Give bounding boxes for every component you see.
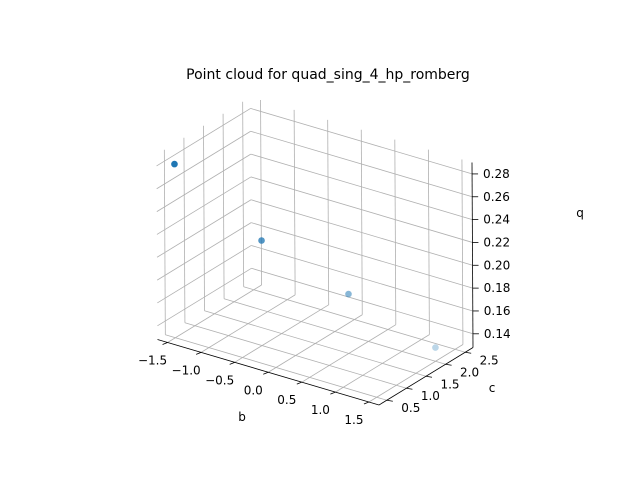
z-axis-label: q xyxy=(576,206,584,220)
x-tick-label: 0.5 xyxy=(277,393,296,407)
y-grid-floor xyxy=(184,322,407,389)
x-tick-mark xyxy=(330,391,336,395)
x-axis-label: b xyxy=(238,410,246,424)
z-grid-back-wall xyxy=(250,108,473,175)
y-grid-floor xyxy=(223,298,446,365)
chart-title: Point cloud for quad_sing_4_hp_romberg xyxy=(186,67,470,83)
x-grid-wall xyxy=(360,129,363,315)
x-tick-mark xyxy=(162,342,168,345)
y-tick-mark xyxy=(445,363,452,366)
y-grid-wall xyxy=(242,101,245,287)
z-grid-back-wall xyxy=(251,222,473,289)
y-tick-label: 2.0 xyxy=(460,365,479,379)
y-grid-floor xyxy=(204,310,427,377)
y-tick-mark xyxy=(465,351,472,354)
x-tick-mark xyxy=(363,401,370,405)
x-tick-mark xyxy=(195,352,202,355)
x-grid-wall xyxy=(427,149,430,335)
data-point xyxy=(258,237,265,244)
y-tick-label: 1.0 xyxy=(421,389,440,403)
y-grid-wall xyxy=(163,149,166,335)
y-grid-wall xyxy=(203,125,205,311)
y-grid-wall xyxy=(183,137,186,323)
y-axis-label: c xyxy=(489,381,496,395)
z-grid-left-wall xyxy=(156,222,252,281)
z-tick-label: 0.16 xyxy=(484,304,511,318)
z-grid-left-wall xyxy=(156,199,252,258)
z-tick-label: 0.28 xyxy=(483,167,510,181)
y-grid-floor xyxy=(165,334,387,401)
data-points xyxy=(171,160,439,351)
data-point xyxy=(432,344,439,351)
x-tick-mark xyxy=(263,371,269,375)
x-tick-label: −1.0 xyxy=(172,363,201,377)
grid-lines xyxy=(156,99,474,403)
z-tick-label: 0.14 xyxy=(484,327,511,341)
z-grid-left-wall xyxy=(156,108,251,167)
z-grid-left-wall xyxy=(157,245,252,304)
x-grid-wall xyxy=(327,119,330,305)
x-tick-label: −1.5 xyxy=(138,353,167,367)
x-grid-wall xyxy=(394,139,397,325)
y-tick-label: 0.5 xyxy=(401,401,420,415)
z-grid-left-wall xyxy=(156,130,251,190)
x-tick-label: −0.5 xyxy=(205,373,234,387)
z-tick-label: 0.18 xyxy=(484,281,511,295)
z-grid-back-wall xyxy=(250,176,473,243)
z-tick-label: 0.20 xyxy=(484,258,511,272)
y-tick-mark xyxy=(425,375,433,378)
z-grid-back-wall xyxy=(250,130,473,198)
data-point xyxy=(171,160,178,168)
y-tick-mark xyxy=(406,387,413,390)
x-grid-wall xyxy=(293,109,296,295)
z-tick-label: 0.26 xyxy=(483,190,510,204)
data-point xyxy=(345,290,352,298)
z-grid-back-wall xyxy=(250,153,473,220)
z-grid-back-wall xyxy=(251,267,474,335)
z-grid-left-wall xyxy=(156,153,252,212)
x-grid-wall xyxy=(461,159,464,345)
y-grid-wall xyxy=(222,113,225,299)
x-tick-mark xyxy=(296,381,302,385)
z-grid-left-wall xyxy=(157,267,252,327)
x-tick-label: 1.5 xyxy=(344,413,363,427)
z-tick-label: 0.22 xyxy=(483,235,510,249)
x-tick-mark xyxy=(229,361,235,365)
z-axis-line xyxy=(471,162,474,348)
x-tick-label: 1.0 xyxy=(311,403,330,417)
y-tick-label: 2.5 xyxy=(480,353,499,367)
x-tick-label: 0.0 xyxy=(244,383,263,397)
y-grid-floor xyxy=(243,286,466,353)
axis-lines xyxy=(157,162,479,406)
y-tick-label: 1.5 xyxy=(440,377,459,391)
tick-labels: −1.5−1.0−0.50.00.51.01.50.51.01.52.02.50… xyxy=(138,167,511,427)
z-grid-back-wall xyxy=(251,245,473,312)
z-grid-back-wall xyxy=(250,199,473,266)
y-tick-mark xyxy=(386,399,393,402)
z-grid-left-wall xyxy=(156,176,252,235)
z-tick-label: 0.24 xyxy=(483,213,510,227)
x-grid-wall xyxy=(260,99,262,285)
